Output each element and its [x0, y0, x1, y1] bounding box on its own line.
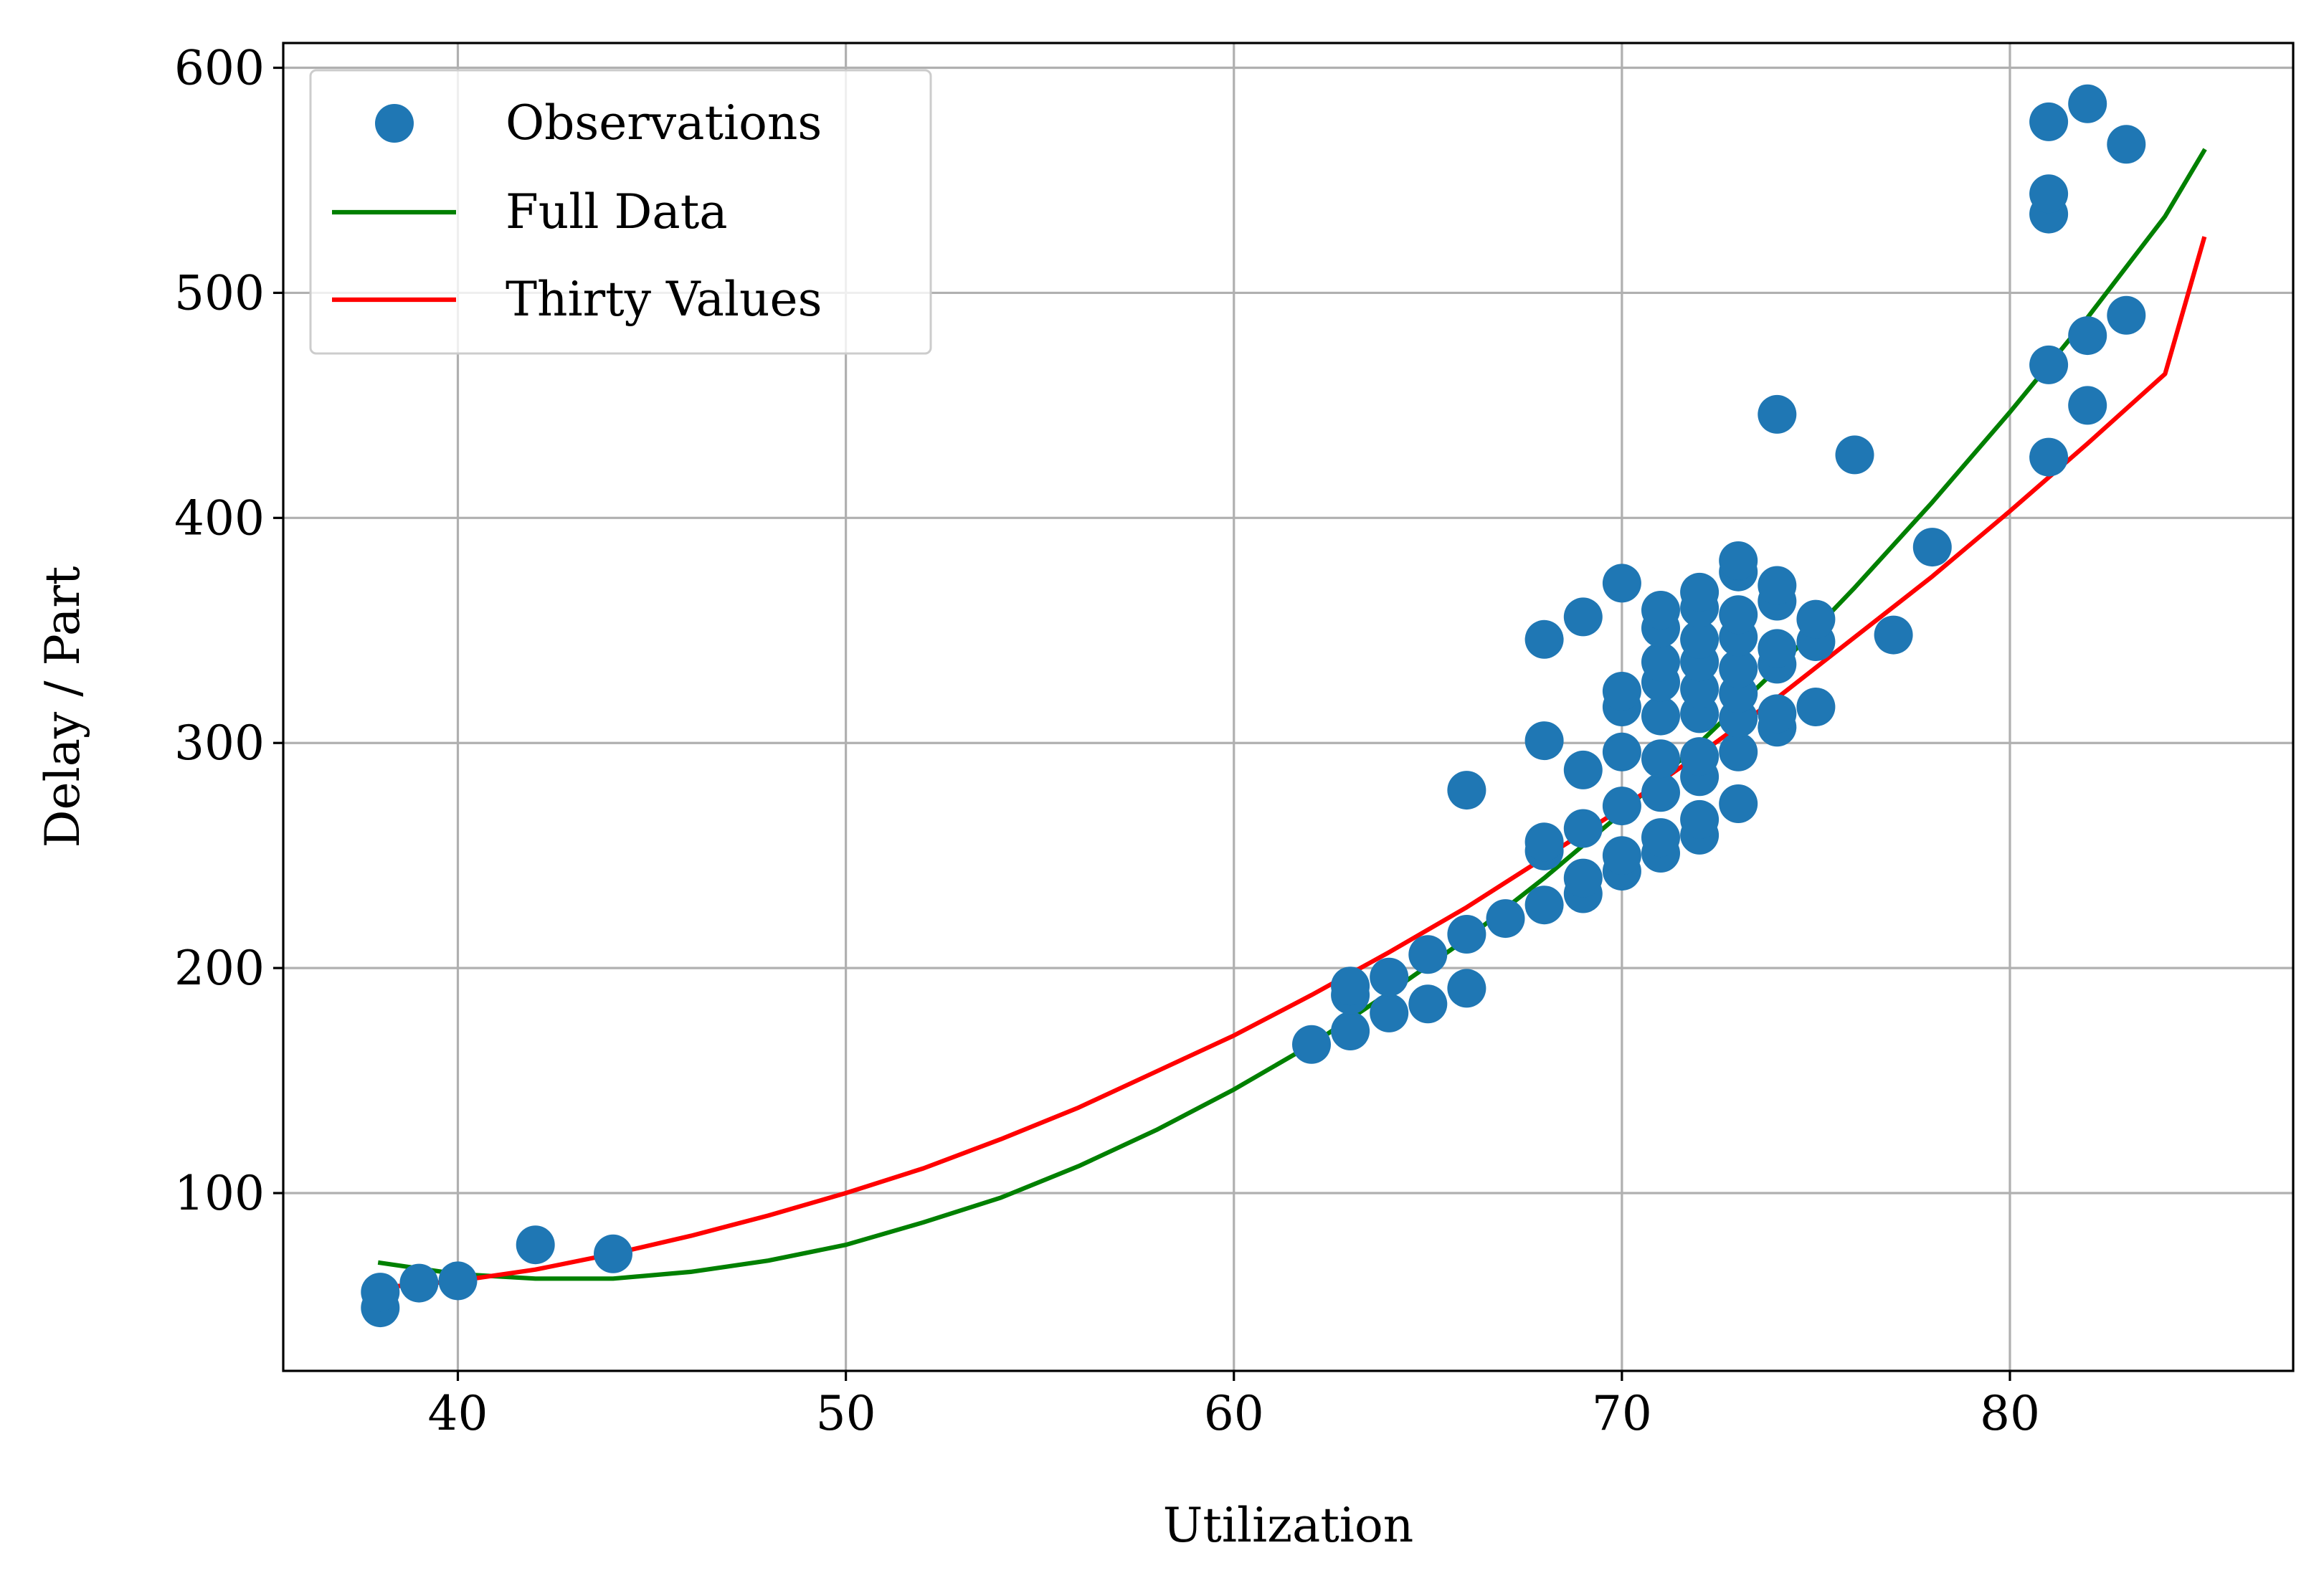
data-point: [1563, 750, 1603, 789]
data-point: [1563, 858, 1603, 898]
data-point: [1641, 642, 1680, 682]
data-point: [1680, 669, 1720, 708]
data-point: [1641, 818, 1680, 858]
data-point: [1719, 784, 1758, 823]
data-point: [1486, 899, 1525, 939]
data-point: [2068, 386, 2107, 425]
data-point: [1524, 885, 1564, 925]
data-point: [1408, 984, 1448, 1024]
data-point: [1602, 787, 1641, 826]
data-point: [2029, 102, 2069, 141]
data-point: [1641, 773, 1680, 812]
data-point: [2029, 174, 2069, 214]
y-tick-label: 300: [174, 716, 265, 771]
data-point: [1602, 732, 1641, 771]
x-tick-label: 80: [1980, 1386, 2040, 1441]
data-point: [1641, 739, 1680, 779]
data-point: [1331, 1012, 1370, 1050]
y-tick-label: 500: [174, 265, 265, 320]
data-point: [1912, 528, 1952, 567]
data-point: [1602, 564, 1641, 603]
data-point: [1447, 969, 1486, 1008]
data-point: [1641, 696, 1680, 736]
data-point: [1758, 694, 1797, 733]
x-axis-label: Utilization: [1163, 1498, 1413, 1553]
legend-label-thirty-values: Thirty Values: [506, 272, 822, 327]
legend-label-full-data: Full Data: [506, 184, 728, 239]
y-tick-label: 200: [174, 941, 265, 996]
data-point: [2029, 345, 2069, 384]
data-point: [1447, 915, 1486, 954]
y-tick-label: 100: [174, 1166, 265, 1221]
data-point: [1524, 721, 1564, 761]
legend: Observations Full Data Thirty Values: [309, 69, 932, 355]
data-point: [1719, 649, 1758, 688]
data-point: [1524, 619, 1564, 659]
data-point: [1602, 672, 1641, 711]
legend-marker-observations: [375, 104, 414, 143]
y-tick-label: 400: [174, 490, 265, 546]
data-point: [594, 1234, 632, 1273]
data-point: [2107, 295, 2146, 335]
data-point: [1796, 599, 1836, 639]
data-point: [1719, 541, 1758, 580]
data-point: [1563, 809, 1603, 848]
data-point: [1563, 597, 1603, 637]
plot-frame: [282, 42, 2295, 1372]
data-point: [1680, 619, 1720, 659]
data-point: [1602, 836, 1641, 875]
series-line-2: [377, 236, 2207, 1291]
data-point: [1680, 737, 1720, 776]
data-point: [1447, 771, 1486, 810]
data-point: [361, 1273, 400, 1312]
x-tick-label: 60: [1204, 1386, 1264, 1441]
data-point: [1835, 435, 1874, 475]
data-point: [1641, 591, 1680, 630]
data-point: [1796, 688, 1836, 726]
data-point: [2107, 125, 2146, 164]
x-tick-label: 40: [428, 1386, 488, 1441]
data-point: [2029, 437, 2069, 477]
data-point: [2068, 84, 2107, 123]
y-axis-label: Delay / Part: [35, 566, 90, 848]
x-tick-label: 50: [816, 1386, 876, 1441]
scatter-points: [361, 84, 2146, 1328]
data-point: [399, 1263, 439, 1303]
data-point: [1292, 1025, 1331, 1064]
grid: [283, 43, 2293, 1371]
tick-labels: 40 50 60 70 80 100 200 300 400 500 600: [174, 41, 2040, 1441]
data-point: [516, 1225, 555, 1265]
data-point: [1408, 935, 1448, 974]
data-point: [1758, 566, 1797, 605]
data-point: [1874, 615, 1913, 655]
y-tick-label: 600: [174, 41, 265, 96]
data-point: [1370, 957, 1409, 997]
data-point: [1758, 394, 1797, 434]
data-point: [1719, 732, 1758, 771]
legend-box: [309, 69, 932, 355]
data-point: [1331, 967, 1370, 1006]
data-point: [1370, 993, 1409, 1032]
data-point: [1719, 595, 1758, 635]
data-point: [438, 1261, 478, 1301]
data-point: [2068, 316, 2107, 356]
legend-label-observations: Observations: [506, 95, 822, 151]
data-point: [1680, 572, 1720, 612]
data-point: [1758, 629, 1797, 668]
data-point: [1680, 799, 1720, 839]
x-tick-label: 70: [1592, 1386, 1652, 1441]
data-point: [1524, 822, 1564, 862]
ticks: [273, 66, 2011, 1381]
